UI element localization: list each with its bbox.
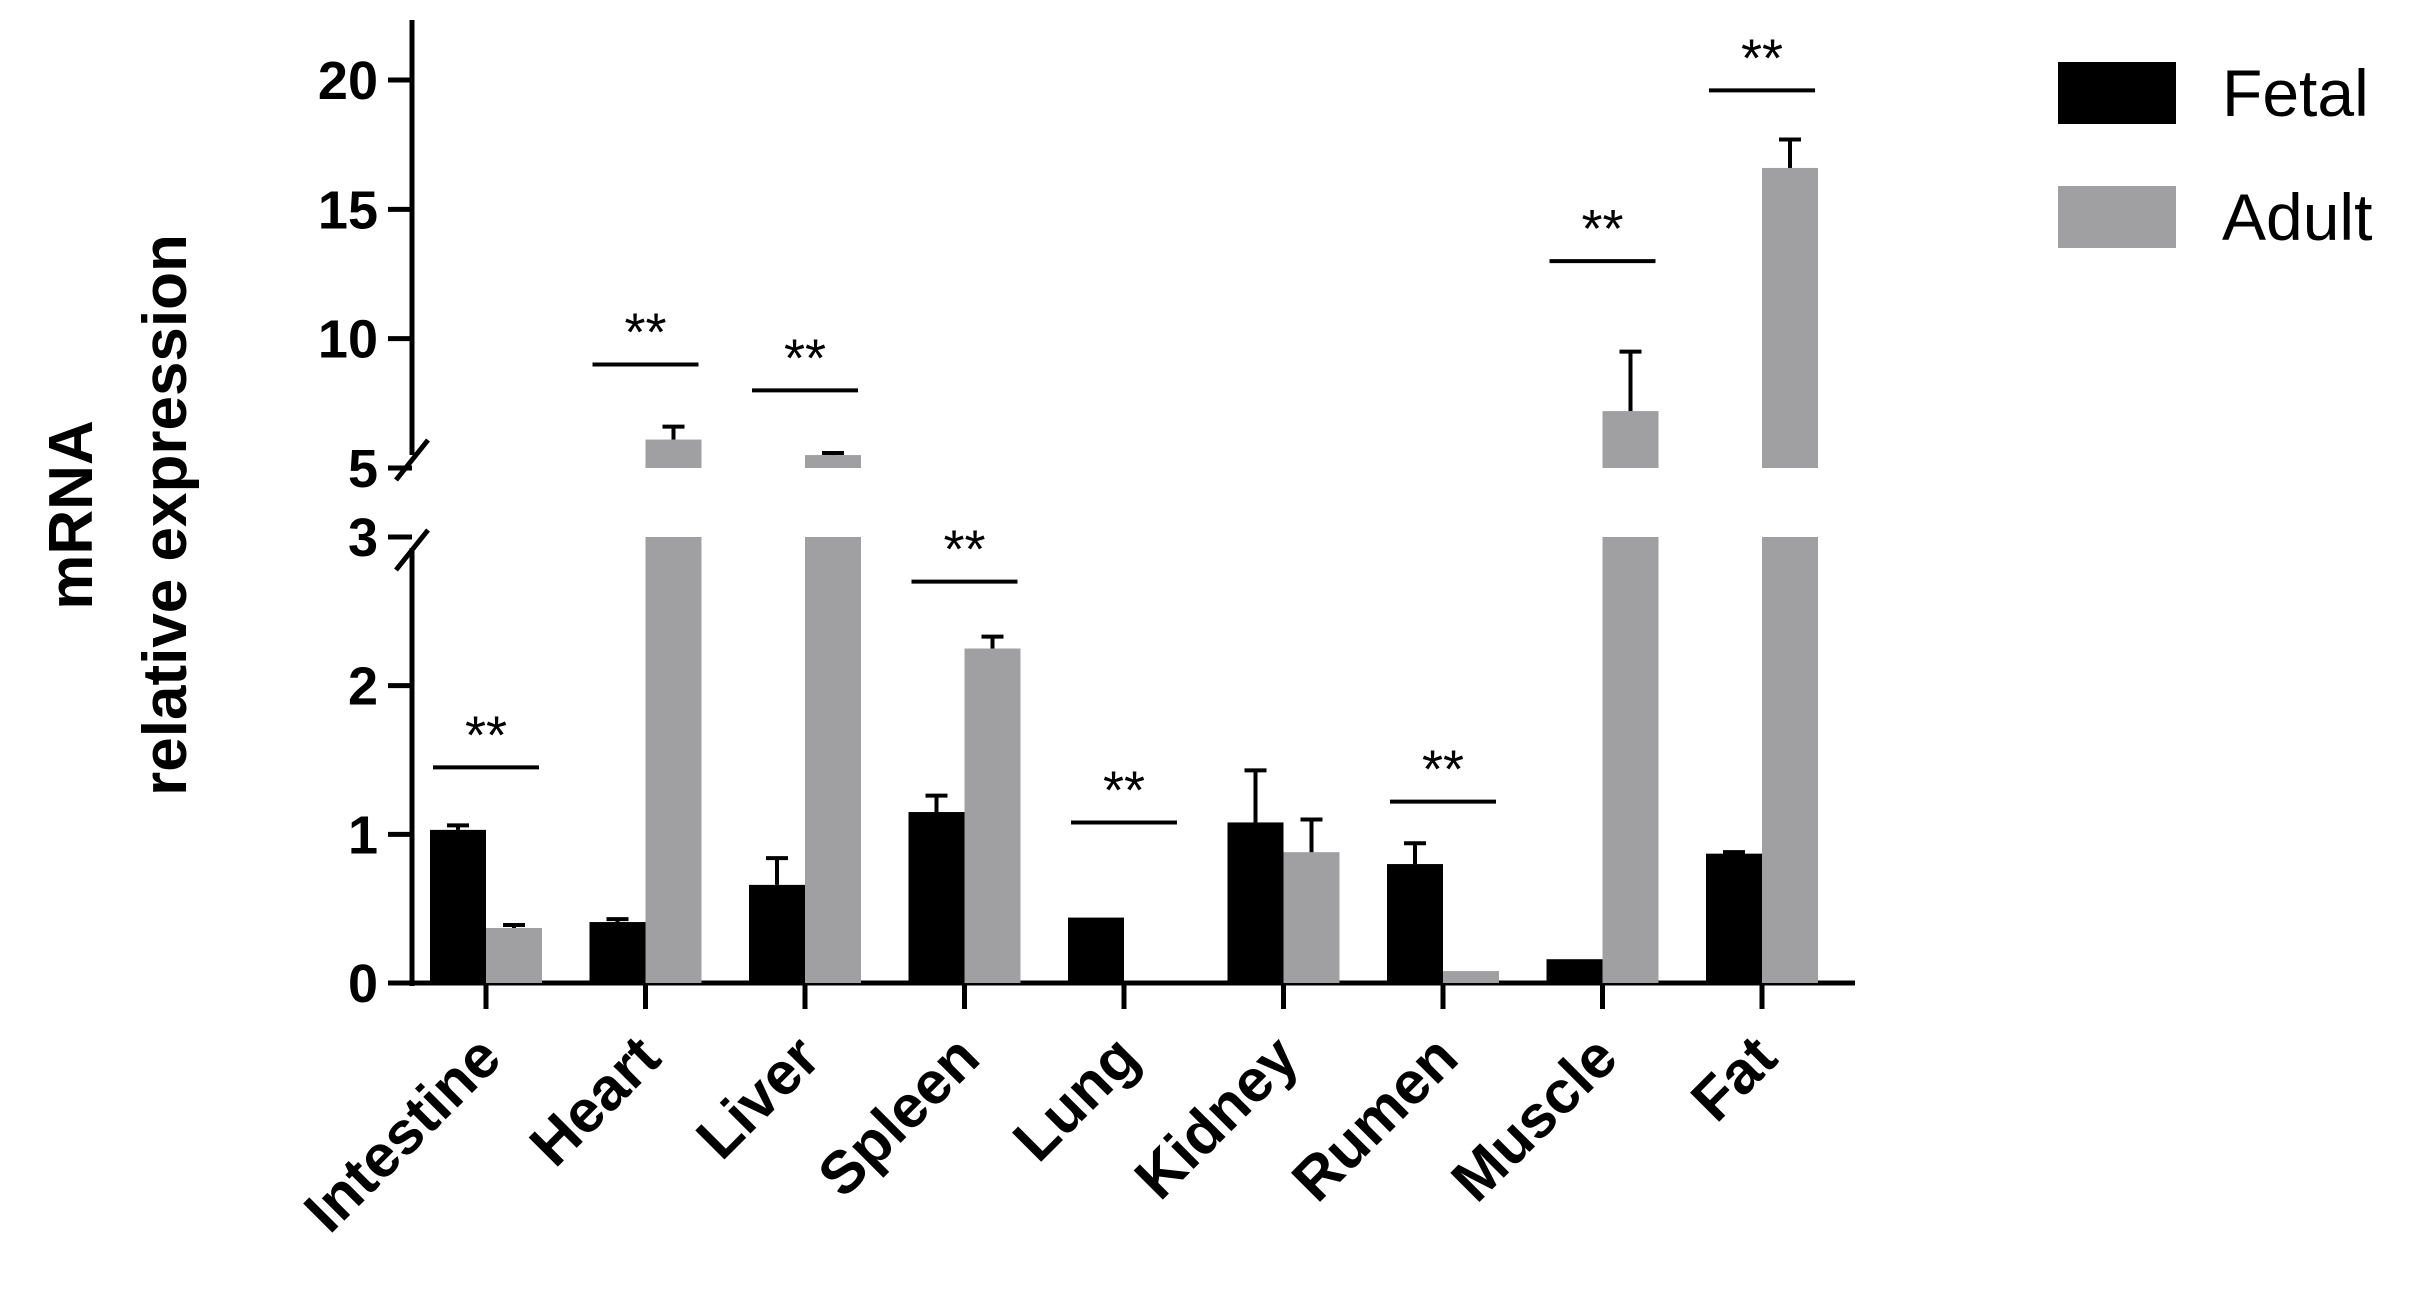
legend-label: Fetal bbox=[2222, 56, 2369, 130]
bar bbox=[749, 884, 805, 983]
bar bbox=[1762, 537, 1818, 983]
bar bbox=[964, 648, 1021, 983]
category-label: Heart bbox=[517, 1023, 673, 1179]
significance-markers: ** ** ** ** ** ** ** ** bbox=[433, 28, 1815, 825]
significance-label: ** bbox=[465, 705, 507, 765]
bar bbox=[645, 537, 702, 983]
category-label: Liver bbox=[683, 1023, 832, 1172]
y-tick-label: 15 bbox=[318, 180, 378, 240]
bar bbox=[908, 812, 965, 983]
significance-label: ** bbox=[1103, 760, 1145, 820]
bar bbox=[805, 537, 861, 983]
bar bbox=[1227, 822, 1284, 983]
y-axis-label-line: mRNA bbox=[37, 420, 106, 609]
y-tick-label: 1 bbox=[348, 805, 378, 865]
category-label: Fat bbox=[1678, 1023, 1789, 1134]
significance-label: ** bbox=[943, 520, 985, 580]
bar bbox=[589, 922, 646, 983]
category-label: Rumen bbox=[1279, 1023, 1470, 1214]
significance-label: ** bbox=[784, 328, 826, 388]
legend-swatch bbox=[2058, 62, 2176, 124]
y-axis-label-line: relative expression bbox=[131, 234, 200, 796]
y-tick-label: 10 bbox=[318, 310, 378, 370]
significance-label: ** bbox=[1422, 740, 1464, 800]
y-tick-label: 2 bbox=[348, 657, 378, 717]
significance-label: ** bbox=[624, 303, 666, 363]
bar bbox=[430, 829, 486, 983]
bars bbox=[430, 167, 1818, 983]
bar bbox=[1443, 971, 1499, 983]
legend: Fetal Adult bbox=[2058, 56, 2372, 254]
category-label: Intestine bbox=[291, 1023, 513, 1245]
bar bbox=[1602, 411, 1659, 468]
category-label: Lung bbox=[1000, 1023, 1151, 1174]
significance-label: ** bbox=[1581, 199, 1623, 259]
bar bbox=[805, 455, 861, 468]
y-axis-label: mRNA relative expression bbox=[37, 234, 200, 796]
legend-label: Adult bbox=[2222, 180, 2372, 254]
bar bbox=[1283, 852, 1340, 983]
legend-swatch bbox=[2058, 186, 2176, 248]
bar bbox=[1762, 167, 1818, 469]
y-tick-label: 3 bbox=[348, 508, 378, 568]
bar bbox=[486, 927, 542, 983]
significance-label: ** bbox=[1741, 28, 1783, 88]
category-label: Muscle bbox=[1438, 1023, 1629, 1214]
bar bbox=[1602, 537, 1659, 983]
bar bbox=[1706, 853, 1762, 983]
y-axis-break-mark bbox=[394, 438, 430, 482]
y-axis-break-mark bbox=[394, 528, 430, 572]
bar bbox=[645, 439, 702, 468]
category-label: Spleen bbox=[805, 1023, 991, 1209]
y-tick-label: 5 bbox=[348, 439, 378, 499]
category-label: Kidney bbox=[1122, 1022, 1311, 1211]
bar bbox=[1068, 917, 1124, 983]
y-tick-label: 0 bbox=[348, 954, 378, 1014]
y-tick-label: 20 bbox=[318, 51, 378, 111]
bar bbox=[1387, 864, 1443, 983]
bar bbox=[1546, 959, 1603, 983]
error-bars bbox=[447, 137, 1801, 928]
